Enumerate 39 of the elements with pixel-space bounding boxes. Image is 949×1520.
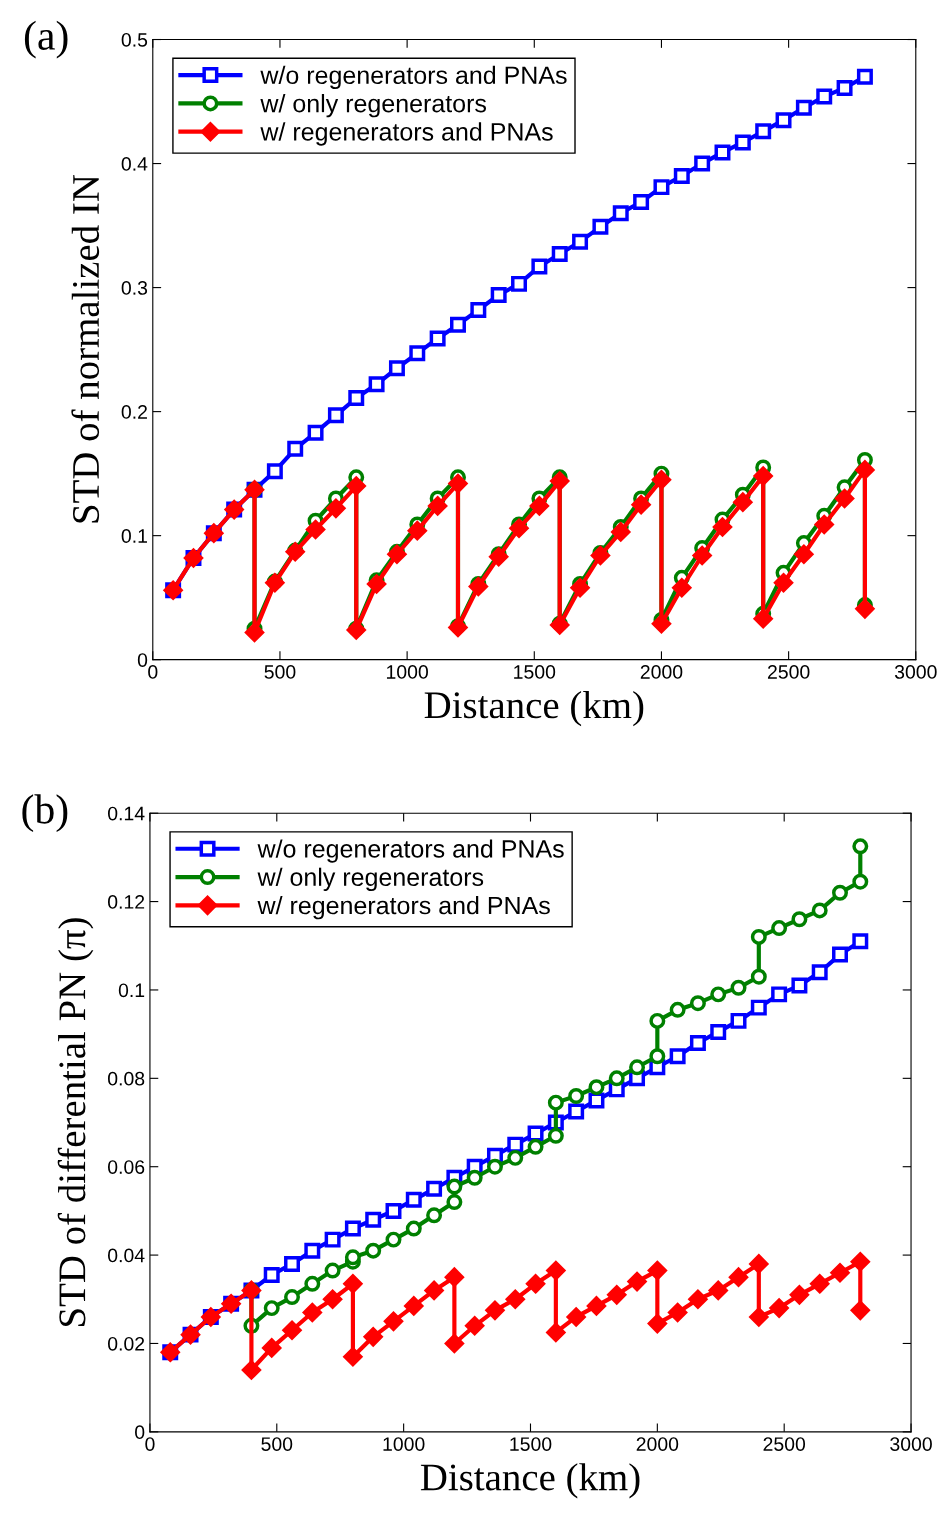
x-tick-label: 3000 [890,1437,932,1451]
x-tick-label: 500 [264,665,296,679]
legend-label: w/ regenerators and PNAs [257,896,550,920]
x-tick-label: 2500 [763,1437,806,1451]
x-axis-title: Distance (km) [420,1463,640,1499]
y-tick-label: 0.12 [108,895,145,909]
x-tick-label: 2500 [767,665,810,679]
y-tick-label: 0.02 [108,1336,145,1351]
y-tick-label: 0.1 [121,529,147,543]
x-tick-label: 0 [148,665,158,679]
y-tick-label: 0.3 [121,281,148,295]
text: (b) [22,794,68,833]
y-axis-title: STD of differential PN (π) [57,918,94,1326]
legend-label: w/o regenerators and PNAs [260,65,567,90]
y-tick-label: 0.4 [121,157,148,171]
x-axis-title: Distance (km) [424,691,644,727]
x-tick-label: 2000 [636,1437,679,1451]
legend-label: w/ regenerators and PNAs [260,122,553,146]
x-tick-label: 3000 [894,665,937,679]
text: (a) [24,20,68,59]
legend-label: w/ only regenerators [257,867,484,891]
y-axis-title: STD of normalized IN [71,175,100,523]
y-tick-label: 0.1 [118,983,145,998]
x-tick-label: 1500 [514,665,556,679]
x-tick-label: 1000 [383,1437,425,1451]
y-tick-label: 0.04 [108,1248,145,1263]
y-tick-label: 0.08 [108,1071,145,1086]
y-tick-label: 0 [137,653,148,667]
y-tick-label: 0.2 [121,405,147,419]
y-tick-label: 0 [135,1425,145,1440]
y-tick-label: 0.14 [108,806,145,821]
x-tick-label: 500 [261,1437,293,1451]
y-tick-label: 0.5 [121,32,148,47]
x-tick-label: 2000 [640,665,683,679]
x-tick-label: 1500 [510,1437,552,1451]
legend-label: w/ only regenerators [260,94,487,118]
y-tick-label: 0.06 [108,1160,145,1174]
legend-label: w/o regenerators and PNAs [257,839,564,863]
x-tick-label: 1000 [386,665,428,679]
